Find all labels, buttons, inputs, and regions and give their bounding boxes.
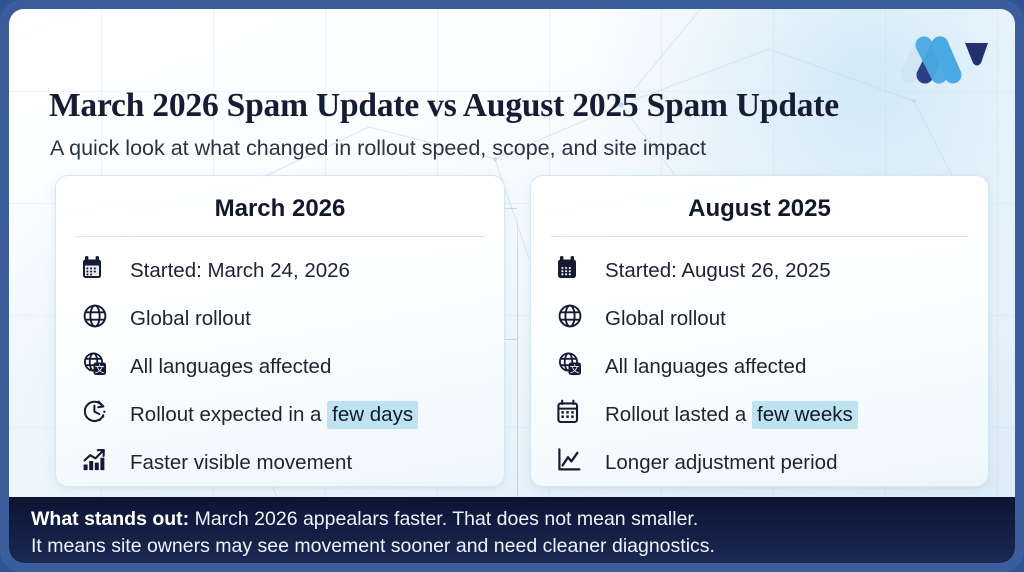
calendar-icon xyxy=(555,253,591,289)
poster-canvas: March 2026 Spam Update vs August 2025 Sp… xyxy=(9,9,1015,563)
highlight-badge: few weeks xyxy=(752,401,858,429)
page-title: March 2026 Spam Update vs August 2025 Sp… xyxy=(49,87,839,124)
list-item: Rollout expected in a few days xyxy=(56,391,504,439)
card-rows-august: Started: August 26, 2025 Global rollout xyxy=(531,247,988,487)
list-item-text: Rollout expected in a few days xyxy=(130,401,419,429)
footer-line-2: It means site owners may see movement so… xyxy=(31,535,715,557)
globe-icon xyxy=(555,301,591,337)
globe-icon xyxy=(80,301,116,337)
list-item-text: Faster visible movement xyxy=(130,451,353,474)
list-item-text: All languages affected xyxy=(605,355,807,378)
list-item-text: Global rollout xyxy=(130,307,251,330)
list-item-text: Rollout lasted a few weeks xyxy=(605,401,858,429)
card-rows-march: Started: March 24, 2026 Global rollout xyxy=(56,247,504,487)
card-header-divider xyxy=(551,236,968,237)
calendar-grid-icon xyxy=(555,397,591,433)
footer-line-1: What stands out: March 2026 appealars fa… xyxy=(31,506,1015,533)
comparison-card-august-2025: August 2025 xyxy=(530,175,989,487)
list-item-text: Started: August 26, 2025 xyxy=(605,259,831,282)
list-item: Started: August 26, 2025 xyxy=(531,247,988,295)
list-item: Rollout lasted a few weeks xyxy=(531,391,988,439)
list-item-text: Global rollout xyxy=(605,307,726,330)
list-item: Global rollout xyxy=(531,295,988,343)
anvil-m-logo xyxy=(900,36,988,84)
clock-history-icon xyxy=(80,397,116,433)
calendar-icon xyxy=(80,253,116,289)
bar-chart-trend-up-icon xyxy=(80,445,116,481)
cards-divider xyxy=(517,208,518,563)
list-item: 文 All languages affected xyxy=(56,343,504,391)
footer-lead-label: What stands out: xyxy=(31,508,190,530)
list-item: Longer adjustment period xyxy=(531,439,988,487)
svg-text:文: 文 xyxy=(95,362,105,375)
language-globe-icon: 文 xyxy=(555,349,591,385)
card-header-divider xyxy=(76,236,484,237)
list-item-text: All languages affected xyxy=(130,355,332,378)
card-title-march: March 2026 xyxy=(214,195,346,222)
list-item: Faster visible movement xyxy=(56,439,504,487)
footer-line-1-text: March 2026 appealars faster. That does n… xyxy=(189,508,699,530)
line-chart-icon xyxy=(555,445,591,481)
list-item: Global rollout xyxy=(56,295,504,343)
list-item-text: Started: March 24, 2026 xyxy=(130,259,350,282)
list-item: Started: March 24, 2026 xyxy=(56,247,504,295)
list-item-text: Longer adjustment period xyxy=(605,451,838,474)
page-subtitle: A quick look at what changed in rollout … xyxy=(50,136,707,160)
comparison-card-march-2026: March 2026 xyxy=(55,175,505,487)
footer-callout: What stands out: March 2026 appealars fa… xyxy=(9,497,1015,563)
language-globe-icon: 文 xyxy=(80,349,116,385)
highlight-badge: few days xyxy=(327,401,419,429)
list-item: 文 All languages affected xyxy=(531,343,988,391)
svg-text:文: 文 xyxy=(570,362,580,375)
card-title-august: August 2025 xyxy=(688,195,831,222)
